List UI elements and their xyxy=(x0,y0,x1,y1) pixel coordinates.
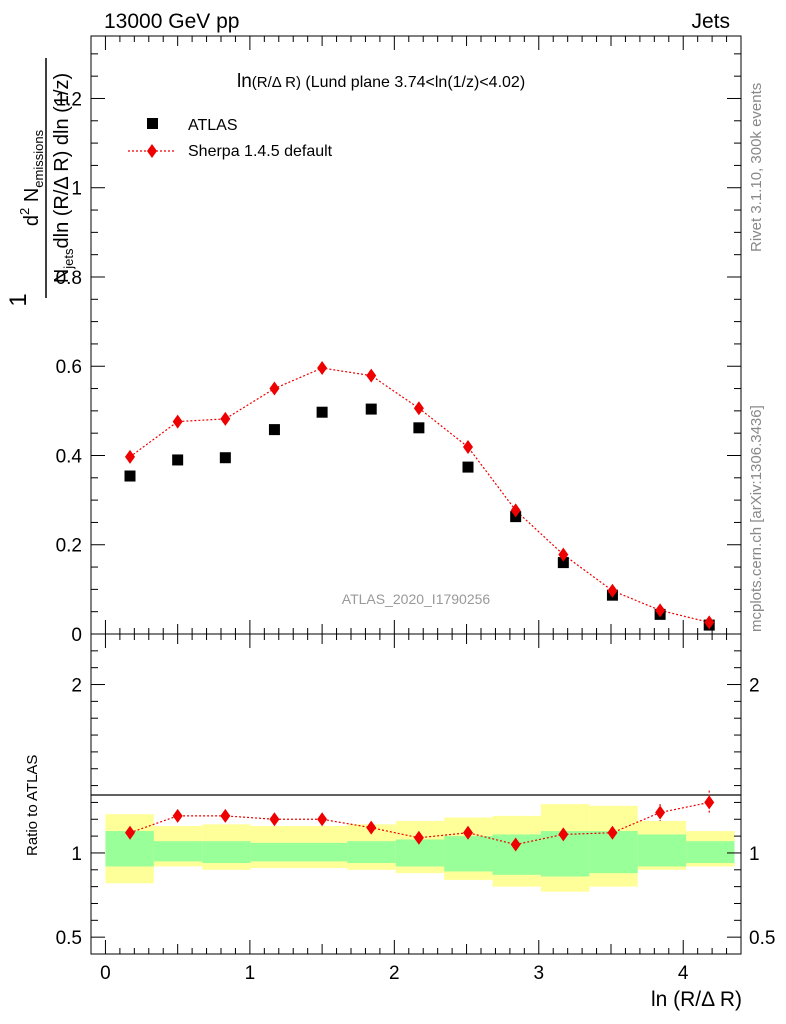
ratio-mc-point xyxy=(220,808,231,823)
y-tick-label: 1.2 xyxy=(56,89,82,110)
ratio-band-inner xyxy=(444,836,493,872)
ratio-y-tick-label-left: 2 xyxy=(71,676,82,697)
analysis-watermark: ATLAS_2020_I1790256 xyxy=(342,591,491,607)
x-tick-label: 4 xyxy=(678,963,689,984)
ratio-mc-point xyxy=(172,808,183,823)
atlas-point xyxy=(462,461,474,473)
ratio-mc-point xyxy=(366,820,377,835)
ratio-plot: 0.5 0.5 1 1 2 2 Ratio to ATLAS xyxy=(24,633,776,955)
atlas-point xyxy=(172,454,184,466)
mc-point xyxy=(704,615,715,630)
mc-point xyxy=(317,361,328,376)
legend-data-label: ATLAS xyxy=(188,117,238,134)
main-data-layer xyxy=(124,361,715,631)
mcplots-label: mcplots.cern.ch [arXiv:1306.3436] xyxy=(748,405,765,632)
x-tick-label: 3 xyxy=(533,963,544,984)
ratio-ticks xyxy=(91,634,741,954)
main-plot: 0 0.2 0.4 0.6 0.8 1 1.2 ln(R/Δ R) (Lund plane … xyxy=(56,35,742,646)
ratio-ylabel: Ratio to ATLAS xyxy=(24,755,41,856)
legend-mc-label: Sherpa 1.4.5 default xyxy=(188,143,333,160)
ratio-band-inner xyxy=(686,841,735,864)
ylabel-one: 1 xyxy=(5,293,32,306)
x-axis-label: ln (R/Δ R) xyxy=(651,988,742,1011)
rivet-label: Rivet 3.1.10, 300k events xyxy=(748,83,765,252)
ratio-y-tick-label-left: 1 xyxy=(71,844,82,865)
atlas-point xyxy=(413,422,425,434)
ratio-band-inner xyxy=(202,841,251,864)
atlas-point xyxy=(124,470,136,482)
y-tick-label: 0.2 xyxy=(56,536,82,557)
ratio-y-tick-label-right: 1 xyxy=(749,844,760,865)
ratio-mc-point xyxy=(655,805,666,820)
ratio-y-tick-labels: 0.5 0.5 1 1 2 2 xyxy=(56,676,776,950)
atlas-point xyxy=(557,557,569,569)
ratio-band-inner xyxy=(347,841,396,864)
ratio-y-tick-label-right: 2 xyxy=(749,676,760,697)
ratio-mc-point xyxy=(317,812,328,827)
x-tick-label: 0 xyxy=(100,963,111,984)
main-ylabel: 1 xyxy=(5,293,32,306)
ratio-mc-point xyxy=(558,827,569,842)
y-tick-label: 0 xyxy=(71,625,82,646)
ratio-band-inner xyxy=(250,842,299,862)
plot-title: ln(R/Δ R) (Lund plane 3.74<ln(1/z)<4.02) xyxy=(237,71,525,92)
ratio-y-tick-label-right: 0.5 xyxy=(749,928,775,949)
ratio-band-inner xyxy=(299,842,348,862)
ratio-mc-point xyxy=(125,825,135,840)
ratio-bands xyxy=(105,804,735,892)
mc-point xyxy=(220,411,231,426)
main-ylabel-fraction: d2 Nemissions Njetsdln (R/Δ R) dln (1/z) xyxy=(17,58,76,298)
x-tick-label: 1 xyxy=(245,963,256,984)
mc-point xyxy=(463,440,473,455)
mc-point xyxy=(510,503,521,518)
legend-mc-marker xyxy=(147,144,157,158)
ratio-band-inner xyxy=(637,834,687,867)
x-tick-label: 2 xyxy=(389,963,400,984)
y-tick-label: 0.8 xyxy=(56,268,82,289)
ratio-mc-point xyxy=(704,795,715,810)
atlas-point xyxy=(219,452,231,464)
main-ticks xyxy=(91,36,741,635)
ratio-band-inner xyxy=(395,839,445,867)
atlas-point xyxy=(365,403,377,415)
ratio-frame xyxy=(90,633,742,955)
ratio-band-inner xyxy=(153,841,203,862)
ratio-mc-point xyxy=(510,837,521,852)
mc-point xyxy=(607,583,618,598)
mc-point xyxy=(655,603,666,618)
ratio-data-layer xyxy=(125,790,715,852)
ratio-mc-point xyxy=(607,825,618,840)
ylabel-numerator: d2 Nemissions xyxy=(17,129,46,226)
y-tick-label: 1 xyxy=(71,179,82,200)
ratio-mc-point xyxy=(413,830,424,845)
y-tick-label: 0.6 xyxy=(56,357,82,378)
ratio-mc-point xyxy=(269,812,280,827)
header-right: Jets xyxy=(691,10,730,33)
mc-point xyxy=(269,381,280,396)
header-left: 13000 GeV pp xyxy=(104,10,239,33)
mc-point xyxy=(366,368,377,383)
mc-point xyxy=(125,449,135,464)
mc-point xyxy=(172,414,183,429)
legend-data-marker xyxy=(147,118,158,129)
mc-point xyxy=(558,547,569,562)
ratio-mc-point xyxy=(463,825,473,840)
ratio-y-tick-label-left: 0.5 xyxy=(56,928,82,949)
atlas-point xyxy=(268,424,280,436)
ylabel-denominator: Njetsdln (R/Δ R) dln (1/z) xyxy=(51,73,76,283)
mc-point xyxy=(413,401,424,416)
main-y-tick-labels: 0 0.2 0.4 0.6 0.8 1 1.2 xyxy=(56,89,83,646)
x-tick-labels: 0 1 2 3 4 xyxy=(100,963,689,984)
atlas-point xyxy=(316,406,328,418)
y-tick-label: 0.4 xyxy=(56,446,83,467)
